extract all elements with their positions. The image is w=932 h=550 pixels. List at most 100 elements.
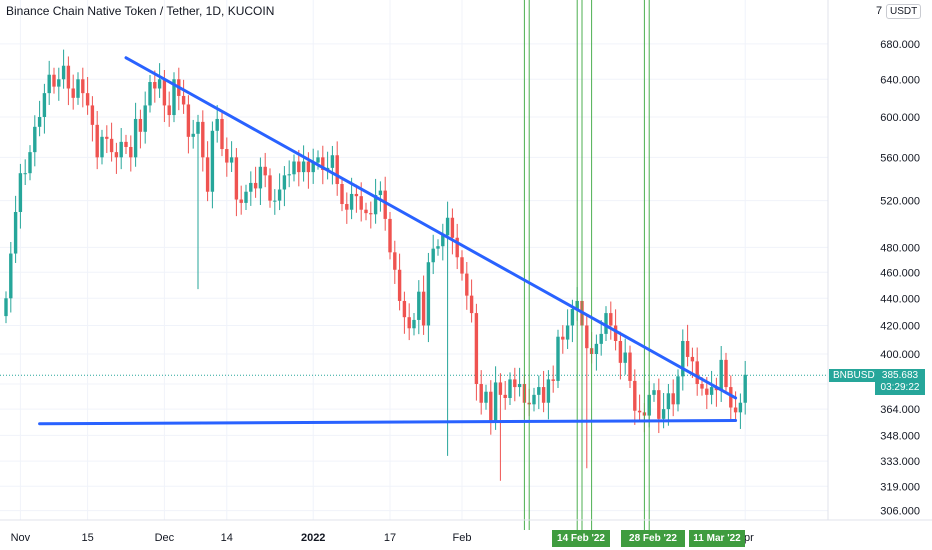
time-axis[interactable]: Nov 15 Dec 14 2022 17 Feb Apr — [0, 519, 932, 544]
candle-body — [484, 391, 488, 403]
candle-body — [181, 95, 186, 105]
candle-body — [546, 379, 551, 403]
candle-body — [556, 336, 560, 381]
date-marker-label: 11 Mar '22 — [689, 530, 745, 547]
candle-body — [42, 93, 47, 117]
candle-body — [124, 141, 128, 147]
y-tick-label: 600.000 — [880, 112, 920, 124]
candle-body — [709, 387, 714, 395]
candle-body — [330, 155, 335, 168]
x-tick-label: Nov — [11, 532, 31, 544]
candle-body — [565, 325, 570, 340]
y-tick-label: 364.000 — [880, 404, 920, 416]
candle-body — [570, 309, 575, 326]
candle-body — [681, 340, 685, 377]
candle-body — [349, 193, 354, 210]
symbol-badge: BNBUSDT — [829, 369, 885, 382]
candle-body — [402, 300, 407, 318]
x-tick-label: 15 — [81, 532, 93, 544]
candle-body — [541, 387, 546, 403]
y-tick-label: 348.000 — [880, 430, 920, 442]
candle-body — [220, 118, 224, 150]
candle-body — [292, 161, 296, 175]
candle-body — [671, 393, 675, 405]
candle-body — [551, 379, 555, 381]
candle-body — [9, 253, 13, 299]
candle-body — [234, 157, 239, 200]
candle-body — [489, 391, 493, 421]
x-tick-label: Feb — [453, 532, 472, 544]
x-tick-label: Dec — [155, 532, 175, 544]
top-price-tick: 7 — [876, 5, 883, 17]
candle-body — [508, 379, 512, 398]
candle-body — [37, 117, 42, 127]
candle-body — [594, 343, 599, 354]
candle-body — [253, 182, 258, 189]
candle-body — [705, 388, 709, 395]
candle-body — [354, 193, 359, 197]
candle-body — [359, 196, 363, 210]
candle-body — [239, 199, 243, 203]
candle-body — [445, 217, 450, 236]
candle-body — [263, 166, 267, 176]
candle-body — [450, 217, 455, 238]
candle-body — [695, 361, 699, 384]
candle-body — [657, 390, 661, 419]
candle-body — [335, 155, 339, 185]
candle-body — [76, 79, 80, 98]
candle-body — [700, 383, 704, 389]
y-tick-label: 460.000 — [880, 267, 920, 279]
candle-body — [100, 136, 104, 158]
y-tick-label: 333.000 — [880, 456, 920, 468]
y-tick-label: 400.000 — [880, 349, 920, 361]
candle-body — [105, 136, 109, 139]
y-tick-label: 319.000 — [880, 481, 920, 493]
candle-body — [637, 410, 642, 413]
candle-body — [345, 204, 349, 210]
candle-body — [85, 93, 90, 106]
last-price-label: BNBUSDT 385.683 03:29:22 — [829, 369, 929, 395]
candle-body — [532, 394, 536, 405]
date-marker-label: 28 Feb '22 — [621, 530, 685, 547]
candle-body — [609, 313, 613, 326]
candle-body — [373, 195, 378, 215]
candle-body — [95, 124, 99, 158]
currency-selector[interactable]: USDT — [886, 4, 922, 19]
candle-body — [71, 88, 75, 98]
candle-body — [431, 248, 435, 263]
candle-body — [133, 118, 138, 158]
vertical-date-markers — [523, 0, 650, 530]
candle-body — [685, 340, 690, 357]
candle-body — [465, 273, 469, 296]
last-price-value: 385.683 — [881, 370, 919, 381]
horizontal-support-line[interactable] — [38, 418, 738, 426]
y-tick-label: 440.000 — [880, 293, 920, 305]
y-tick-label: 420.000 — [880, 320, 920, 332]
candle-body — [469, 295, 474, 314]
candle-body — [498, 382, 503, 395]
candle-body — [196, 121, 200, 134]
candle-body — [143, 105, 147, 132]
candle-body — [277, 189, 282, 201]
candle-body — [205, 157, 210, 192]
candle-body — [109, 138, 114, 153]
candle-body — [364, 209, 368, 214]
candle-body — [503, 394, 507, 398]
price-box: 385.683 03:29:22 — [875, 369, 925, 395]
candle-body — [393, 252, 397, 270]
candle-body — [561, 336, 565, 340]
descending-trendline[interactable] — [124, 56, 738, 400]
candle-body — [57, 79, 61, 87]
candle-body — [733, 407, 738, 413]
candle-body — [585, 325, 589, 349]
candle-body — [28, 152, 32, 174]
y-tick-label: 520.000 — [880, 196, 920, 208]
candle-body — [743, 374, 747, 403]
candle-body — [157, 79, 162, 89]
candle-body — [378, 190, 383, 196]
candle-body — [282, 175, 287, 190]
candle-body — [479, 383, 483, 403]
price-axis[interactable]: 306.000319.000333.000348.000364.000380.0… — [827, 0, 920, 520]
candle-body — [628, 352, 632, 381]
